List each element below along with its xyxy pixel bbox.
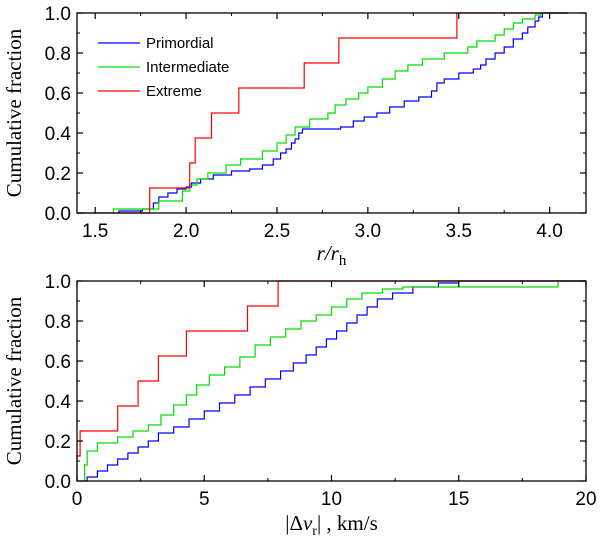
bottom-chart-series-group xyxy=(76,280,586,482)
bottom-chart-y-tick-label: 0.8 xyxy=(45,312,71,333)
top-chart-series-extreme-line xyxy=(77,12,568,214)
bottom-chart-y-tick-label: 0.2 xyxy=(45,432,71,453)
top-chart-y-axis-label: Cumulative fraction xyxy=(2,28,26,197)
top-chart-legend-label-primordial: Primordial xyxy=(146,35,214,52)
bottom-chart-y-tick-label: 0.6 xyxy=(45,352,71,373)
bottom-chart-y-tick-label: 1.0 xyxy=(45,272,71,293)
bottom-chart-x-tick-label: 5 xyxy=(199,489,210,510)
top-chart-legend: Primordial Intermediate Extreme xyxy=(98,35,229,100)
bottom-chart-ticks: 0 5 10 15 20 0.0 0.2 0.4 0.6 0.8 1.0 xyxy=(45,272,597,510)
top-chart-x-tick-label: 3.0 xyxy=(355,221,381,242)
top-chart-series-intermediate-line xyxy=(112,12,568,213)
bottom-chart-x-tick-label: 0 xyxy=(72,489,83,510)
bottom-chart-y-tick-label: 0.4 xyxy=(45,392,72,413)
top-chart-panel: 1.5 2.0 2.5 3.0 3.5 4.0 0.0 0.2 0.4 0.6 0.8 1.0 Cum… xyxy=(2,4,587,269)
top-chart-y-tick-label: 1.0 xyxy=(45,4,71,25)
top-chart-x-axis-label-main: r/r xyxy=(317,241,340,265)
top-chart-x-tick-label: 4.0 xyxy=(536,221,562,242)
top-chart-x-axis-label: r/rh xyxy=(317,241,347,269)
top-chart-x-tick-label: 3.5 xyxy=(446,221,472,242)
bottom-chart-x-axis-label-part-4: | , km/s xyxy=(317,511,378,535)
bottom-chart-x-axis-label-part-1: |Δ xyxy=(285,511,303,535)
top-chart-legend-label-extreme: Extreme xyxy=(146,83,202,100)
top-chart-series-group xyxy=(77,12,568,214)
bottom-chart-y-tick-label: 0.0 xyxy=(45,472,71,493)
top-chart-y-tick-label: 0.8 xyxy=(45,44,71,65)
bottom-chart-x-tick-label: 20 xyxy=(575,489,596,510)
top-chart-ticks: 1.5 2.0 2.5 3.0 3.5 4.0 0.0 0.2 0.4 0.6 0.8 1.0 xyxy=(45,4,586,242)
top-chart-x-tick-label: 2.0 xyxy=(173,221,199,242)
top-chart-series-primordial-line xyxy=(118,12,568,213)
bottom-chart-panel: 0 5 10 15 20 0.0 0.2 0.4 0.6 0.8 1.0 Cumulative fr… xyxy=(2,272,597,539)
bottom-chart-x-tick-label: 10 xyxy=(321,489,342,510)
top-chart-y-tick-label: 0.0 xyxy=(45,204,71,225)
top-chart-y-tick-label: 0.2 xyxy=(45,164,71,185)
bottom-chart-x-axis-label-subscript: r xyxy=(312,524,317,539)
bottom-chart-x-axis-label-part-2: v xyxy=(303,511,313,535)
top-chart-legend-label-intermediate: Intermediate xyxy=(146,59,229,76)
bottom-chart-x-axis-label: |Δvr| , km/s xyxy=(285,511,378,539)
top-chart-x-axis-label-subscript: h xyxy=(339,253,347,269)
top-chart-x-tick-label: 1.5 xyxy=(82,221,108,242)
bottom-chart-y-axis-label: Cumulative fraction xyxy=(2,296,26,465)
bottom-chart-x-tick-label: 15 xyxy=(448,489,469,510)
bottom-chart-series-intermediate-line xyxy=(82,280,586,482)
top-chart-y-tick-label: 0.6 xyxy=(45,84,71,105)
top-chart-y-tick-label: 0.4 xyxy=(45,124,72,145)
top-chart-x-tick-label: 2.5 xyxy=(264,221,290,242)
bottom-chart-series-extreme-line xyxy=(76,280,586,481)
bottom-chart-series-primordial-line xyxy=(84,280,586,482)
